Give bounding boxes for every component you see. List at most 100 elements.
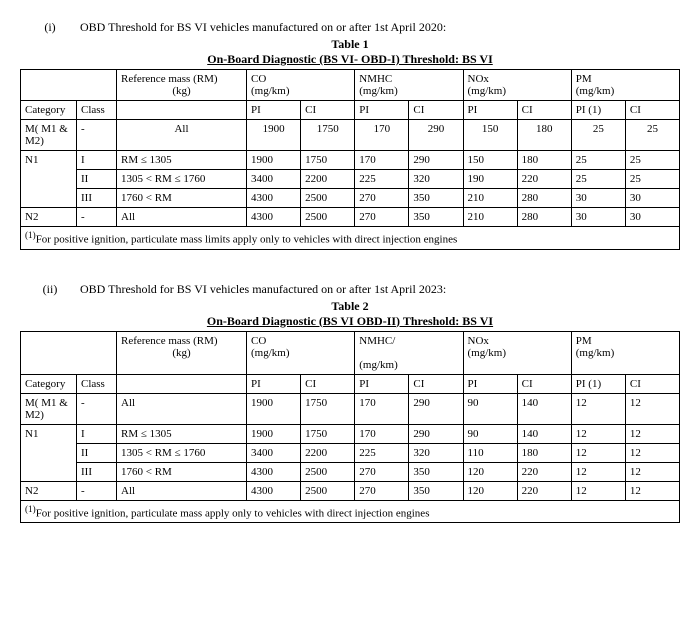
subheader-row: CategoryClassPICIPICIPICIPI (1)CI xyxy=(21,101,680,120)
cell: 4300 xyxy=(247,208,301,227)
cell: 290 xyxy=(409,120,463,151)
cell: 12 xyxy=(625,424,679,443)
cell: 180 xyxy=(517,443,571,462)
cell: 4300 xyxy=(247,189,301,208)
cell: RM ≤ 1305 xyxy=(117,151,247,170)
cell: 110 xyxy=(463,443,517,462)
table-title: On-Board Diagnostic (BS VI OBD-II) Thres… xyxy=(20,314,680,329)
cell: 180 xyxy=(517,120,571,151)
cell: 12 xyxy=(571,443,625,462)
cell: 120 xyxy=(463,462,517,481)
cell: 180 xyxy=(517,151,571,170)
cell: 280 xyxy=(517,189,571,208)
cell xyxy=(21,70,117,101)
cell: CI xyxy=(625,101,679,120)
cell: I xyxy=(77,151,117,170)
cell: 140 xyxy=(517,393,571,424)
cell: CO(mg/km) xyxy=(247,70,355,101)
cell: 320 xyxy=(409,443,463,462)
roman-numeral: (i) xyxy=(20,20,80,35)
cell: CI xyxy=(517,374,571,393)
cell: 12 xyxy=(625,393,679,424)
cell: 1750 xyxy=(301,120,355,151)
cell: N1 xyxy=(21,424,77,481)
section-gap xyxy=(20,250,680,278)
cell: 12 xyxy=(625,481,679,500)
cell: 220 xyxy=(517,481,571,500)
cell: - xyxy=(77,393,117,424)
cell: II xyxy=(77,170,117,189)
cell: - xyxy=(77,120,117,151)
cell: 210 xyxy=(463,208,517,227)
cell: 1760 < RM xyxy=(117,462,247,481)
cell: CI xyxy=(409,101,463,120)
cell xyxy=(117,101,247,120)
cell: 270 xyxy=(355,189,409,208)
cell: 170 xyxy=(355,151,409,170)
threshold-table: Reference mass (RM)(kg)CO(mg/km)NMHC(mg/… xyxy=(20,69,680,250)
cell: - xyxy=(77,481,117,500)
cell: PM(mg/km) xyxy=(571,70,679,101)
cell: 290 xyxy=(409,393,463,424)
cell: 170 xyxy=(355,393,409,424)
table-row: N2-All430025002703501202201212 xyxy=(21,481,680,500)
cell: 12 xyxy=(571,481,625,500)
cell: 25 xyxy=(625,170,679,189)
cell: N2 xyxy=(21,208,77,227)
cell: 2500 xyxy=(301,208,355,227)
table-row: II1305 < RM ≤ 17603400220022532019022025… xyxy=(21,170,680,189)
cell: 25 xyxy=(571,151,625,170)
cell: 290 xyxy=(409,424,463,443)
table-label: Table 1 xyxy=(20,37,680,52)
section-heading: (ii)OBD Threshold for BS VI vehicles man… xyxy=(20,282,680,297)
cell: PI xyxy=(247,101,301,120)
cell: 1900 xyxy=(247,120,301,151)
footnote-row: (1)For positive ignition, particulate ma… xyxy=(21,500,680,523)
cell: 290 xyxy=(409,151,463,170)
heading-text: OBD Threshold for BS VI vehicles manufac… xyxy=(80,282,446,296)
table-row: III1760 < RM430025002703502102803030 xyxy=(21,189,680,208)
cell: 150 xyxy=(463,151,517,170)
cell: Reference mass (RM)(kg) xyxy=(117,331,247,374)
cell: 3400 xyxy=(247,443,301,462)
cell: 1900 xyxy=(247,393,301,424)
cell: N1 xyxy=(21,151,77,208)
cell: 12 xyxy=(571,462,625,481)
cell: Class xyxy=(77,101,117,120)
cell: 120 xyxy=(463,481,517,500)
cell: 90 xyxy=(463,393,517,424)
cell: PI xyxy=(355,374,409,393)
cell: III xyxy=(77,462,117,481)
cell: 320 xyxy=(409,170,463,189)
table-row: N2-All430025002703502102803030 xyxy=(21,208,680,227)
cell: 1305 < RM ≤ 1760 xyxy=(117,170,247,189)
cell: Class xyxy=(77,374,117,393)
cell: 225 xyxy=(355,170,409,189)
cell: 1305 < RM ≤ 1760 xyxy=(117,443,247,462)
cell: 12 xyxy=(571,424,625,443)
cell: PI xyxy=(463,101,517,120)
cell: 140 xyxy=(517,424,571,443)
cell: II xyxy=(77,443,117,462)
cell: 2500 xyxy=(301,462,355,481)
table-title: On-Board Diagnostic (BS VI- OBD-I) Thres… xyxy=(20,52,680,67)
cell: N2 xyxy=(21,481,77,500)
cell: 25 xyxy=(625,120,679,151)
table-row: M( M1 & M2)-All190017501702901501802525 xyxy=(21,120,680,151)
cell: 270 xyxy=(355,208,409,227)
cell: 220 xyxy=(517,462,571,481)
cell: 270 xyxy=(355,481,409,500)
threshold-table: Reference mass (RM)(kg)CO(mg/km)NMHC/(mg… xyxy=(20,331,680,524)
cell: 1900 xyxy=(247,424,301,443)
table-row: M( M1 & M2)-All19001750170290901401212 xyxy=(21,393,680,424)
roman-numeral: (ii) xyxy=(20,282,80,297)
cell: NMHC(mg/km) xyxy=(355,70,463,101)
cell: 220 xyxy=(517,170,571,189)
cell: 350 xyxy=(409,189,463,208)
cell: 25 xyxy=(571,120,625,151)
subheader-row: CategoryClassPICIPICIPICIPI (1)CI xyxy=(21,374,680,393)
cell: Category xyxy=(21,101,77,120)
cell: 150 xyxy=(463,120,517,151)
cell: CI xyxy=(301,101,355,120)
cell: CO(mg/km) xyxy=(247,331,355,374)
